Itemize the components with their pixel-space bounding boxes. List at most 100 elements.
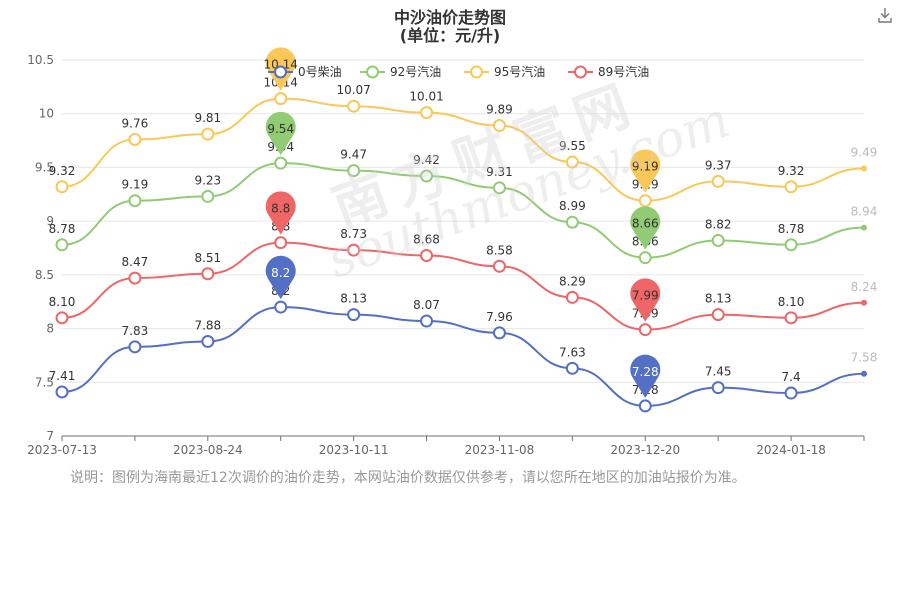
- data-point: [274, 92, 288, 106]
- legend-item-3[interactable]: 89号汽油: [568, 64, 649, 79]
- legend-label: 95号汽油: [494, 64, 545, 79]
- data-point: [55, 311, 69, 325]
- y-tick-label: 7.5: [35, 375, 54, 389]
- data-point: [861, 165, 867, 172]
- data-point: [347, 243, 361, 257]
- data-point: [347, 308, 361, 322]
- data-label: 8.13: [340, 292, 367, 306]
- legend-item-1[interactable]: 92号汽油: [360, 64, 441, 79]
- legend-marker: [574, 65, 587, 79]
- data-point: [55, 180, 69, 194]
- legend-label: 89号汽油: [598, 64, 649, 79]
- y-tick-label: 7: [46, 429, 54, 443]
- axes: 7 7.5 8 8.5 9 9.5 10 10.5 2023-07-13 2023-08-24 20…: [27, 53, 865, 457]
- pin-shape: [265, 111, 296, 156]
- extreme-pin: 9.54: [265, 111, 296, 156]
- y-tick-label: 8.5: [35, 268, 54, 282]
- extreme-pin: 7.99: [630, 278, 661, 322]
- data-point: [638, 399, 652, 413]
- series-line-0: [61, 306, 865, 407]
- pin-label: 8.8: [271, 202, 290, 216]
- data-point: [201, 189, 215, 203]
- data-point: [711, 233, 725, 247]
- pin-shape: [265, 191, 296, 235]
- pin-label: 8.66: [632, 217, 659, 231]
- data-point: [784, 311, 798, 325]
- data-point: [420, 249, 434, 263]
- data-point: [638, 251, 652, 265]
- data-point: [55, 385, 69, 399]
- data-label: 9.81: [194, 111, 221, 125]
- data-label: 8.10: [49, 295, 76, 309]
- pin-shape: [630, 278, 661, 322]
- legend-marker: [366, 65, 379, 79]
- chart-title: 中沙油价走势图: [393, 8, 506, 27]
- data-label: 8.94: [851, 205, 878, 219]
- legend-marker: [470, 65, 483, 79]
- data-label: 7.96: [486, 310, 513, 324]
- x-tick-label: 2023-08-24: [173, 443, 243, 457]
- x-tick-label: 2023-11-08: [465, 443, 535, 457]
- pin-label: 9.54: [267, 122, 294, 136]
- data-point: [128, 194, 142, 208]
- data-point: [128, 340, 142, 354]
- data-point: [565, 155, 579, 169]
- data-label: 9.31: [486, 165, 513, 179]
- data-point: [861, 299, 867, 306]
- download-icon[interactable]: [876, 6, 894, 24]
- pin-label: 9.19: [632, 160, 659, 174]
- extreme-pin: 8.2: [265, 255, 296, 300]
- data-label: 9.76: [122, 116, 149, 130]
- data-label: 8.07: [413, 298, 440, 312]
- data-point: [492, 259, 506, 273]
- data-label: 8.78: [49, 222, 76, 236]
- data-label: 10.01: [409, 90, 443, 104]
- legend-item-0[interactable]: 0号柴油: [268, 65, 342, 79]
- extreme-markers: 8.2 7.28 9.54 8.66 10.14 9.19 8.8 7.99: [264, 47, 661, 398]
- data-point: [492, 326, 506, 340]
- data-point: [128, 132, 142, 146]
- y-tick-label: 10: [39, 107, 54, 121]
- data-point: [711, 308, 725, 322]
- data-label: 8.73: [340, 227, 367, 241]
- data-point: [711, 381, 725, 395]
- legend[interactable]: 0号柴油 92号汽油 95号汽油 89号汽油: [268, 64, 649, 79]
- extreme-pin: 8.66: [630, 206, 661, 250]
- pin-shape: [630, 354, 661, 398]
- data-point: [565, 215, 579, 229]
- data-label: 8.24: [851, 280, 878, 294]
- data-point: [274, 156, 288, 170]
- data-point: [274, 236, 288, 250]
- data-point: [861, 370, 867, 377]
- data-point: [492, 119, 506, 133]
- pin-label: 7.28: [632, 365, 659, 379]
- x-tick-label: 2023-07-13: [27, 443, 97, 457]
- data-label: 8.99: [559, 199, 586, 213]
- series-line-1: [61, 162, 865, 259]
- data-label: 8.68: [413, 233, 440, 247]
- chart-note: 说明：图例为海南最近12次调价的油价走势，本网站油价数据仅供参考，请以您所在地区…: [70, 470, 746, 486]
- x-tick-label: 2024-01-18: [756, 443, 826, 457]
- y-tick-label: 9.5: [35, 160, 54, 174]
- data-label: 9.32: [778, 164, 805, 178]
- legend-label: 0号柴油: [298, 65, 342, 79]
- x-tick-label: 2023-12-20: [610, 443, 680, 457]
- data-point: [861, 224, 867, 231]
- data-label: 9.89: [486, 103, 513, 117]
- data-label: 8.51: [194, 251, 221, 265]
- legend-item-2[interactable]: 95号汽油: [464, 64, 545, 79]
- data-point: [784, 180, 798, 194]
- x-tick-label: 2023-10-11: [319, 443, 389, 457]
- data-label: 9.37: [705, 158, 732, 172]
- data-label: 8.82: [705, 217, 732, 231]
- data-labels: 7.41 7.83 7.88 8.2 8.13 8.07 7.96 7.63 7.28 7.45 7…: [49, 76, 878, 397]
- data-point: [420, 106, 434, 120]
- data-label: 8.10: [778, 295, 805, 309]
- data-point: [420, 169, 434, 183]
- pin-shape: [630, 149, 661, 193]
- data-label: 7.4: [782, 370, 801, 384]
- extreme-pin: 8.8: [265, 191, 296, 235]
- pin-shape: [265, 255, 296, 300]
- legend-label: 92号汽油: [390, 64, 441, 79]
- data-label: 9.49: [851, 146, 878, 160]
